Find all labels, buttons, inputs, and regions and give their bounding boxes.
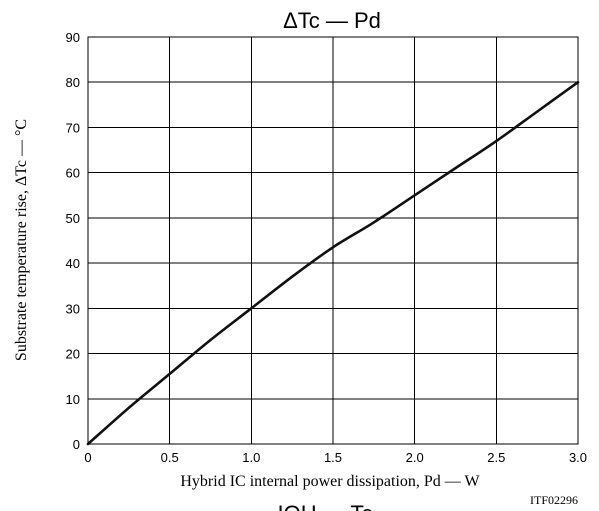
x-tick-label: 1.5 bbox=[324, 450, 342, 465]
x-tick-label: 1.0 bbox=[242, 450, 260, 465]
cut-off-text: IOH — Tc bbox=[278, 501, 373, 511]
x-tick-label: 2.5 bbox=[487, 450, 505, 465]
tick-labels: 0 0.5 1.0 1.5 2.0 2.5 3.0 0 10 20 30 40 50 60 70 80 90 bbox=[66, 30, 588, 465]
y-tick-label: 50 bbox=[66, 211, 80, 226]
y-tick-label: 90 bbox=[66, 30, 80, 45]
x-tick-label: 0 bbox=[84, 450, 91, 465]
y-tick-label: 80 bbox=[66, 75, 80, 90]
chart-title: ΔTc — Pd bbox=[283, 8, 381, 33]
x-tick-label: 0.5 bbox=[161, 450, 179, 465]
y-tick-label: 10 bbox=[66, 392, 80, 407]
y-tick-label: 0 bbox=[73, 437, 80, 452]
y-tick-label: 60 bbox=[66, 166, 80, 181]
data-series-line bbox=[86, 80, 580, 446]
x-tick-label: 3.0 bbox=[569, 450, 587, 465]
y-axis-label: Substrate temperature rise, ΔTc — °C bbox=[13, 119, 30, 361]
grid bbox=[87, 36, 579, 445]
plot-frame bbox=[87, 36, 579, 445]
figure-code: ITF02296 bbox=[530, 493, 578, 507]
x-tick-label: 2.0 bbox=[406, 450, 424, 465]
y-tick-label: 70 bbox=[66, 120, 80, 135]
y-tick-label: 30 bbox=[66, 301, 80, 316]
x-axis-label: Hybrid IC internal power dissipation, Pd… bbox=[180, 473, 480, 490]
y-tick-label: 20 bbox=[66, 347, 80, 362]
y-tick-label: 40 bbox=[66, 256, 80, 271]
